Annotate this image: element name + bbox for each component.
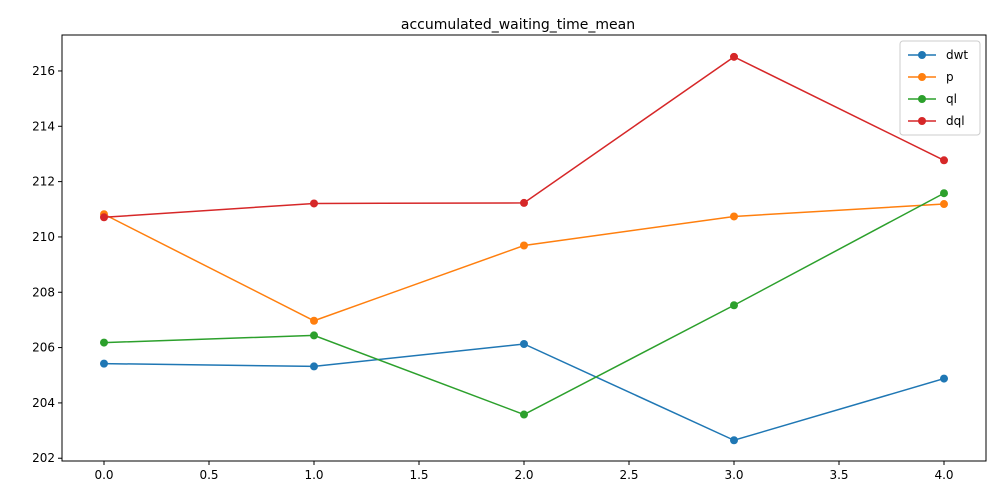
data-point-dwt (520, 339, 528, 348)
data-point-p (520, 241, 528, 250)
x-tick-label: 1.5 (409, 468, 428, 482)
data-point-dql (520, 198, 528, 207)
legend-marker (918, 73, 926, 81)
x-tick-label: 1.0 (304, 468, 323, 482)
legend-label: dwt (946, 48, 968, 62)
series-layer (100, 52, 948, 445)
data-point-ql (520, 410, 528, 419)
legend-item-p: p (908, 70, 954, 84)
series-dwt (100, 339, 948, 445)
x-axis: 0.0 0.5 1.0 1.5 2.0 2.5 3.0 3.5 4.0 (94, 461, 954, 482)
x-tick-label: 3.5 (829, 468, 848, 482)
chart-title: accumulated_waiting_time_mean (401, 17, 635, 33)
y-tick-label: 208 (32, 285, 55, 299)
x-tick-label: 2.5 (619, 468, 638, 482)
data-point-p (940, 200, 948, 209)
data-point-dql (100, 213, 108, 222)
data-point-p (310, 316, 318, 325)
y-tick-label: 202 (32, 451, 55, 465)
data-point-dql (940, 156, 948, 165)
y-tick-label: 204 (32, 396, 55, 410)
data-point-dwt (940, 374, 948, 383)
y-tick-label: 214 (32, 119, 55, 133)
data-point-ql (940, 189, 948, 198)
legend-marker (918, 117, 926, 125)
series-ql (100, 189, 948, 419)
legend-item-dql: dql (908, 114, 965, 128)
x-tick-label: 4.0 (934, 468, 953, 482)
data-point-dwt (100, 359, 108, 368)
data-point-ql (310, 331, 318, 340)
y-tick-label: 216 (32, 64, 55, 78)
data-point-dql (310, 199, 318, 208)
legend: dwt p ql dql (899, 40, 981, 136)
legend-label: dql (946, 114, 965, 128)
x-tick-label: 3.0 (724, 468, 743, 482)
legend-label: ql (946, 92, 957, 106)
data-point-dql (730, 52, 738, 61)
legend-item-dwt: dwt (908, 48, 968, 62)
series-p (100, 200, 948, 325)
data-point-ql (100, 338, 108, 347)
y-tick-label: 212 (32, 175, 55, 189)
y-tick-label: 206 (32, 341, 55, 355)
legend-item-ql: ql (908, 92, 957, 106)
x-tick-label: 2.0 (514, 468, 533, 482)
y-tick-label: 210 (32, 230, 55, 244)
data-point-p (730, 212, 738, 221)
data-point-dwt (730, 436, 738, 445)
series-dql (100, 52, 948, 222)
legend-marker (918, 95, 926, 103)
legend-marker (918, 51, 926, 59)
y-axis: 202 204 206 208 210 212 214 216 (32, 64, 62, 465)
data-point-dwt (310, 362, 318, 371)
x-tick-label: 0.0 (94, 468, 113, 482)
legend-box (899, 40, 981, 136)
x-tick-label: 0.5 (199, 468, 218, 482)
data-point-ql (730, 301, 738, 310)
legend-label: p (946, 70, 954, 84)
